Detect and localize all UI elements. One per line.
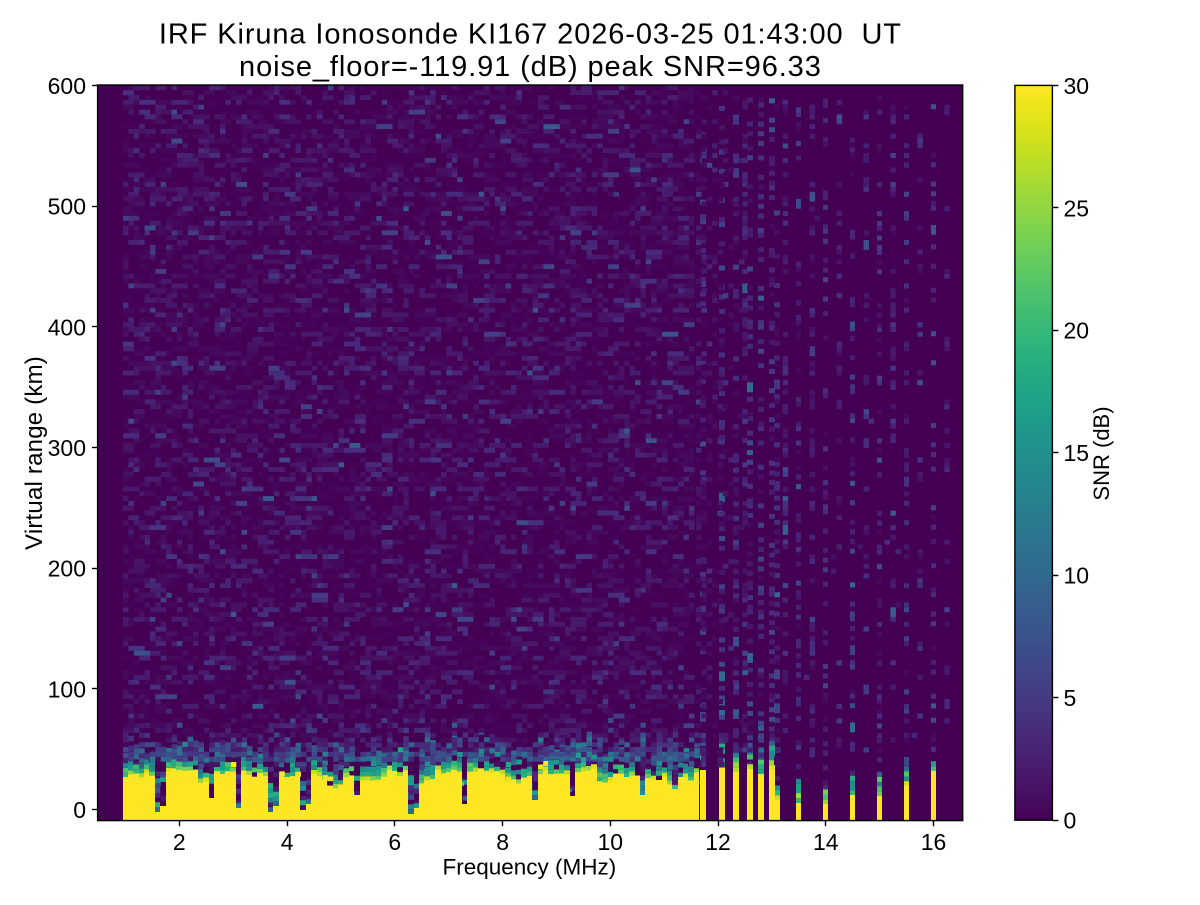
svg-text:30: 30: [1064, 73, 1090, 99]
svg-text:2: 2: [173, 829, 186, 855]
svg-text:8: 8: [496, 829, 509, 855]
svg-text:200: 200: [48, 556, 86, 582]
svg-text:100: 100: [48, 676, 86, 702]
svg-text:20: 20: [1064, 318, 1090, 344]
svg-text:Frequency (MHz): Frequency (MHz): [443, 855, 617, 880]
svg-text:noise_floor=-119.91 (dB) peak: noise_floor=-119.91 (dB) peak SNR=96.33: [239, 51, 822, 83]
svg-text:16: 16: [921, 829, 947, 855]
svg-text:15: 15: [1064, 440, 1090, 466]
svg-text:5: 5: [1064, 685, 1077, 711]
svg-text:12: 12: [705, 829, 731, 855]
svg-text:500: 500: [48, 194, 86, 220]
svg-text:400: 400: [48, 314, 86, 340]
svg-text:14: 14: [813, 829, 839, 855]
svg-text:600: 600: [48, 73, 86, 99]
svg-text:Virtual range (km): Virtual range (km): [21, 356, 48, 550]
svg-text:SNR (dB): SNR (dB): [1089, 406, 1114, 500]
svg-text:4: 4: [281, 829, 294, 855]
svg-text:25: 25: [1064, 195, 1090, 221]
svg-text:300: 300: [48, 435, 86, 461]
svg-text:6: 6: [388, 829, 401, 855]
svg-text:10: 10: [1064, 563, 1090, 589]
svg-text:10: 10: [598, 829, 624, 855]
svg-text:IRF Kiruna Ionosonde KI167 202: IRF Kiruna Ionosonde KI167 2026-03-25 01…: [159, 19, 902, 51]
svg-text:0: 0: [73, 797, 86, 823]
svg-text:0: 0: [1064, 808, 1077, 834]
